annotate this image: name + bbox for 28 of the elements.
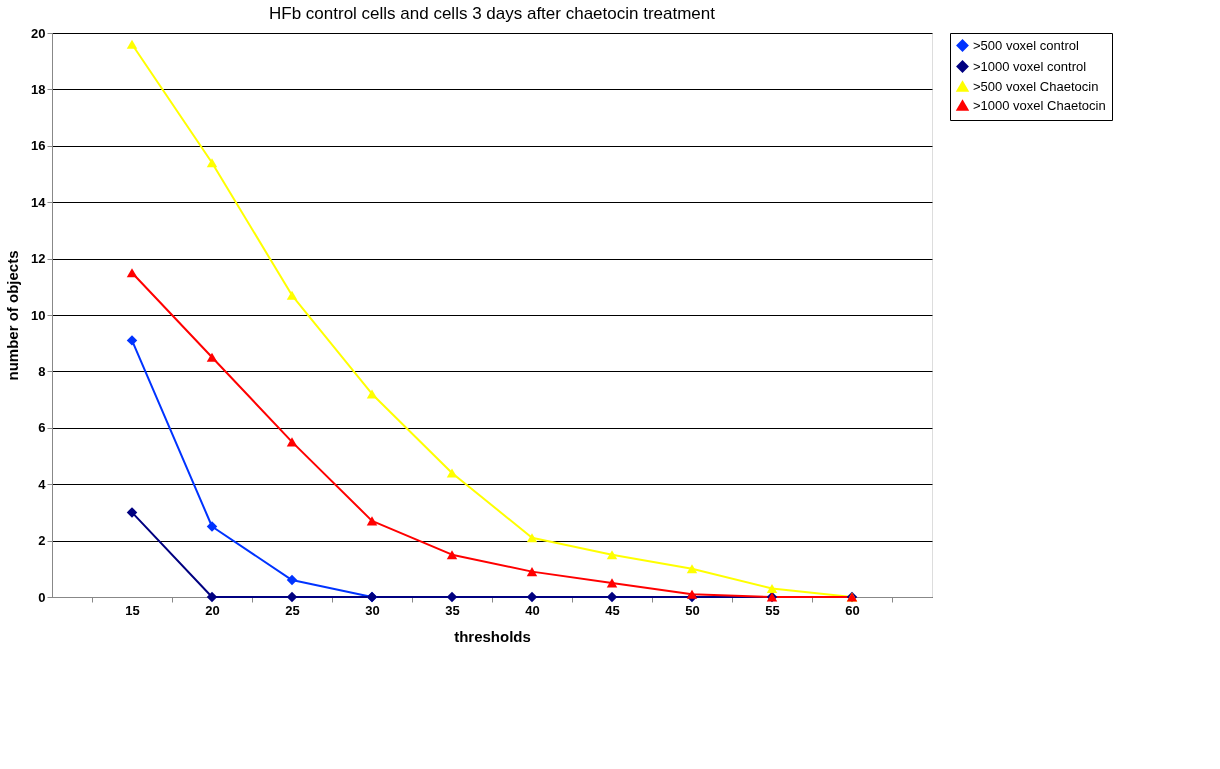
x-tick-label: 60 bbox=[845, 602, 860, 618]
y-tick-label: 10 bbox=[31, 307, 46, 323]
x-tick-label: 50 bbox=[685, 602, 700, 618]
x-tick-label: 30 bbox=[365, 602, 380, 618]
x-tick-label: 25 bbox=[285, 602, 300, 618]
y-tick-label: 12 bbox=[31, 251, 46, 267]
y-tick-label: 16 bbox=[31, 138, 46, 154]
y-tick-label: 20 bbox=[31, 25, 46, 41]
legend-label: >500 voxel control bbox=[973, 37, 1079, 53]
y-tick-label: 14 bbox=[31, 194, 47, 210]
y-tick-label: 6 bbox=[38, 420, 46, 436]
x-axis-title: thresholds bbox=[454, 627, 531, 645]
y-tick-label: 4 bbox=[38, 476, 47, 492]
chart-title: HFb control cells and cells 3 days after chaetocin treatment bbox=[269, 4, 716, 23]
legend-label: >1000 voxel control bbox=[973, 58, 1087, 74]
x-tick-label: 40 bbox=[525, 602, 540, 618]
x-tick-label: 55 bbox=[765, 602, 780, 618]
x-tick-label: 45 bbox=[605, 602, 620, 618]
y-axis-title: number of objects bbox=[4, 250, 22, 381]
legend-label: >500 voxel Chaetocin bbox=[973, 78, 1099, 94]
x-tick-label: 35 bbox=[445, 602, 460, 618]
y-tick-label: 18 bbox=[31, 81, 46, 97]
x-tick-label: 15 bbox=[125, 602, 140, 618]
y-tick-label: 0 bbox=[38, 589, 46, 605]
x-tick-label: 20 bbox=[205, 602, 220, 618]
y-tick-label: 2 bbox=[38, 533, 46, 549]
legend-label: >1000 voxel Chaetocin bbox=[973, 97, 1106, 113]
y-tick-label: 8 bbox=[38, 363, 46, 379]
